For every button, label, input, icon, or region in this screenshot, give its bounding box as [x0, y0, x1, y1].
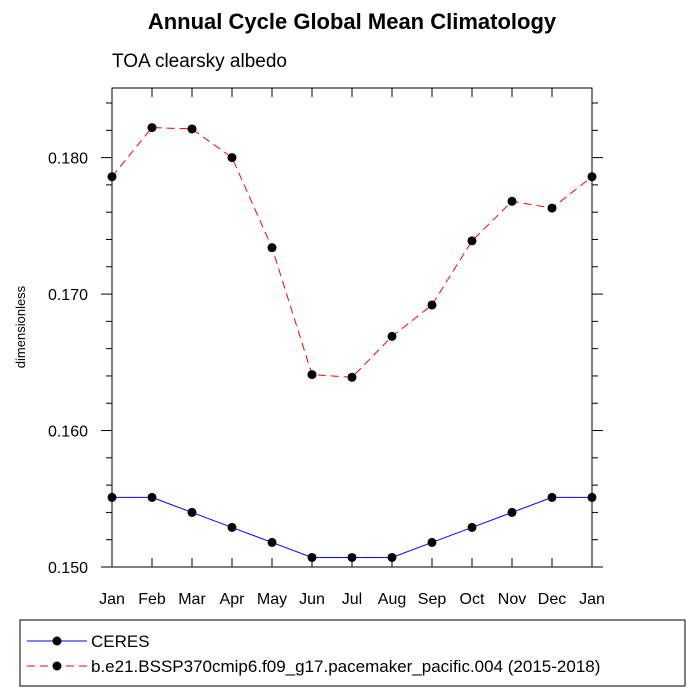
data-point	[467, 522, 477, 532]
data-point	[547, 492, 557, 502]
legend: CERES b.e21.BSSP370cmip6.f09_g17.pacemake…	[27, 632, 600, 676]
series-model	[107, 123, 597, 382]
data-point	[227, 522, 237, 532]
legend-entry: CERES	[27, 632, 150, 651]
plot-frame	[111, 87, 593, 568]
data-point	[227, 153, 237, 163]
y-axis-label: dimensionless	[13, 285, 28, 368]
data-point	[387, 331, 397, 341]
data-point	[107, 172, 117, 182]
x-tick-label: Nov	[498, 591, 526, 608]
legend-box	[19, 619, 686, 687]
data-point	[507, 507, 517, 517]
x-tick-label: Apr	[220, 591, 246, 608]
x-tick-label: Jan	[99, 591, 125, 608]
data-point	[147, 492, 157, 502]
data-point	[307, 370, 317, 380]
x-tick-label: Oct	[460, 591, 485, 608]
data-point	[107, 492, 117, 502]
y-tick-label: 0.150	[48, 560, 88, 577]
y-tick-label: 0.160	[48, 424, 88, 441]
data-point	[307, 552, 317, 562]
series-line	[112, 496, 592, 558]
data-point	[147, 123, 157, 133]
data-point	[547, 203, 557, 213]
x-tick-label: Dec	[538, 591, 566, 608]
data-point	[267, 537, 277, 547]
legend-entry: b.e21.BSSP370cmip6.f09_g17.pacemaker_pac…	[27, 657, 600, 676]
data-point	[267, 243, 277, 253]
data-point	[507, 196, 517, 206]
x-tick-labels: Jan Feb Mar Apr May Jun Jul Aug Sep Oct Nov Dec Jan	[99, 591, 605, 608]
data-point	[347, 372, 357, 382]
data-point	[467, 236, 477, 246]
x-tick-label: Feb	[138, 591, 166, 608]
y-tick-labels: 0.150 0.160 0.170 0.180	[48, 151, 88, 577]
chart-subtitle: TOA clearsky albedo	[112, 51, 287, 72]
series-line	[111, 127, 593, 378]
x-tick-label: Jun	[299, 591, 325, 608]
series-layer	[107, 123, 597, 562]
series-ceres	[107, 492, 597, 562]
axis-ticks	[101, 88, 603, 568]
legend-label: CERES	[91, 632, 150, 651]
chart-title: Annual Cycle Global Mean Climatology	[148, 9, 557, 34]
data-point	[427, 300, 437, 310]
data-point	[347, 552, 357, 562]
y-tick-label: 0.180	[48, 151, 88, 168]
x-tick-label: Jul	[342, 591, 362, 608]
data-point	[587, 172, 597, 182]
legend-marker	[52, 636, 62, 646]
legend-label: b.e21.BSSP370cmip6.f09_g17.pacemaker_pac…	[91, 657, 600, 676]
legend-marker	[52, 661, 62, 671]
y-tick-label: 0.170	[48, 287, 88, 304]
x-tick-label: May	[257, 591, 287, 608]
x-tick-label: Jan	[579, 591, 605, 608]
data-point	[427, 537, 437, 547]
data-point	[187, 507, 197, 517]
data-point	[387, 552, 397, 562]
data-point	[187, 124, 197, 134]
x-tick-label: Sep	[418, 591, 447, 608]
data-point	[587, 492, 597, 502]
x-tick-label: Aug	[378, 591, 406, 608]
x-tick-label: Mar	[178, 591, 206, 608]
